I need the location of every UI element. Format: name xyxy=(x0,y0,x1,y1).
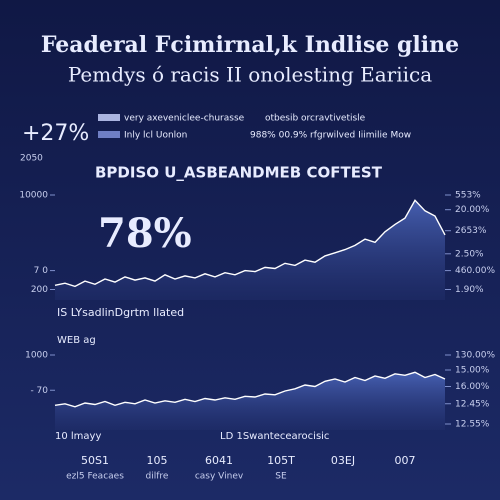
x-tick-sublabel: casy Vinev xyxy=(195,472,244,482)
x-tick-label: 6041 xyxy=(205,454,233,467)
x-tick-sublabel: dilfre xyxy=(146,472,169,482)
y2-tick-label: 20.00% xyxy=(455,205,490,215)
y-tick-label: 200 xyxy=(31,285,48,295)
badge: +27% xyxy=(22,121,89,146)
x-tick-label: 105 xyxy=(147,454,168,467)
legend-text: otbesib orcravtivetisle xyxy=(265,114,366,124)
x-tick-sublabel: SE xyxy=(275,472,287,482)
title: Feaderal Fcimirnal,k Indlise gline xyxy=(41,32,459,58)
area xyxy=(55,372,445,430)
area xyxy=(55,200,445,300)
footer-label: 10 lmayy xyxy=(55,431,101,442)
y-tick-label: 10000 xyxy=(19,191,48,201)
legend-text: very axeveniclee-churasse xyxy=(124,114,245,124)
y2-tick-label: 16.00% xyxy=(455,382,490,392)
y2-tick-label: 460.00% xyxy=(455,266,495,276)
subtitle: Pemdys ó racis II onolesting Eariica xyxy=(68,63,432,87)
legend-text: 988% 00.9% rfgrwilved Iiimilie Mow xyxy=(250,131,411,141)
y2-tick-label: 2653% xyxy=(455,226,487,236)
x-tick-label: 50S1 xyxy=(81,454,109,467)
legend-swatch xyxy=(98,131,120,138)
y2-tick-label: 12.55% xyxy=(455,420,490,430)
x-tick-label: 007 xyxy=(395,454,416,467)
y-tick-label: 7 0 xyxy=(34,266,49,276)
x-tick-sublabel: ezl5 Feacaes xyxy=(66,472,124,482)
panel-title: BPDISO U_ASBEANDMEB COFTEST xyxy=(95,164,383,182)
y2-tick-label: 1.90% xyxy=(455,285,484,295)
line xyxy=(54,371,446,408)
corner-label: 2050 xyxy=(20,154,43,164)
y2-tick-label: 553% xyxy=(455,191,481,201)
legend-swatch xyxy=(98,114,120,121)
y2-tick-label: 130.00% xyxy=(455,351,495,361)
y-tick-label: - 70 xyxy=(30,386,48,396)
panel-title: IS LYsadlinDgrtm llated xyxy=(57,306,184,319)
y2-tick-label: 2.50% xyxy=(455,249,484,259)
annotation: WEB ag xyxy=(57,335,96,346)
y-tick-label: 1000 xyxy=(25,351,48,361)
legend-text: Inly lcl Uonlon xyxy=(124,131,187,141)
annotation: 78% xyxy=(98,210,192,257)
y2-tick-label: 12.45% xyxy=(455,399,490,409)
x-tick-label: 03EJ xyxy=(331,454,355,467)
y2-tick-label: 15.00% xyxy=(455,366,490,376)
footer-label: LD 1Swantecearocisic xyxy=(220,431,329,442)
line xyxy=(54,199,446,288)
x-tick-label: 105T xyxy=(267,454,295,467)
